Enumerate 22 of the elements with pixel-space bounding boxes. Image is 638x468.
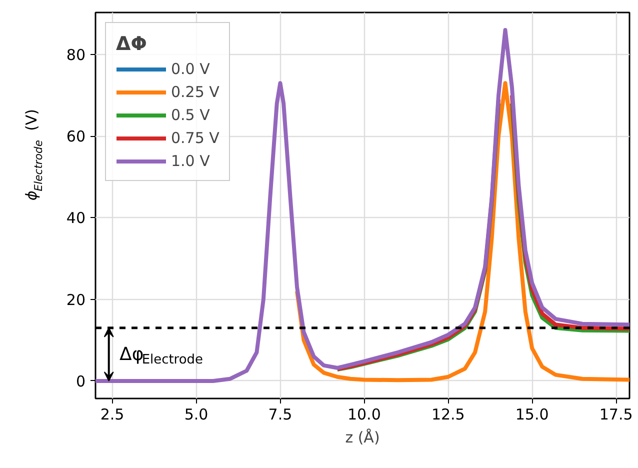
y-axis-title: ϕElectrode (V)	[22, 108, 45, 200]
y-tick-label: 20	[66, 290, 86, 309]
legend-title: ΔΦ	[116, 33, 148, 55]
y-tick-label: 80	[66, 46, 86, 64]
legend-label: 1.0 V	[171, 152, 210, 170]
line-series	[295, 81, 630, 382]
legend-label: 0.75 V	[171, 129, 220, 147]
x-tick-label: 7.5	[268, 406, 292, 424]
x-axis-title: z (Å)	[345, 428, 380, 446]
y-tick-label: 0	[76, 372, 86, 390]
x-tick-label: 15.0	[515, 406, 549, 424]
legend-label: 0.0 V	[171, 60, 210, 78]
y-tick-label: 60	[66, 128, 86, 146]
y-tick-label: 40	[66, 209, 86, 228]
x-tick-label: 12.5	[431, 406, 465, 424]
legend-label: 0.25 V	[171, 83, 220, 101]
x-tick-label: 10.0	[347, 406, 381, 424]
x-tick-label: 17.5	[599, 406, 633, 424]
x-tick-label: 2.5	[100, 406, 124, 424]
line-series	[96, 28, 630, 383]
x-tick-label: 5.0	[184, 406, 208, 424]
legend-label: 0.5 V	[171, 106, 210, 124]
